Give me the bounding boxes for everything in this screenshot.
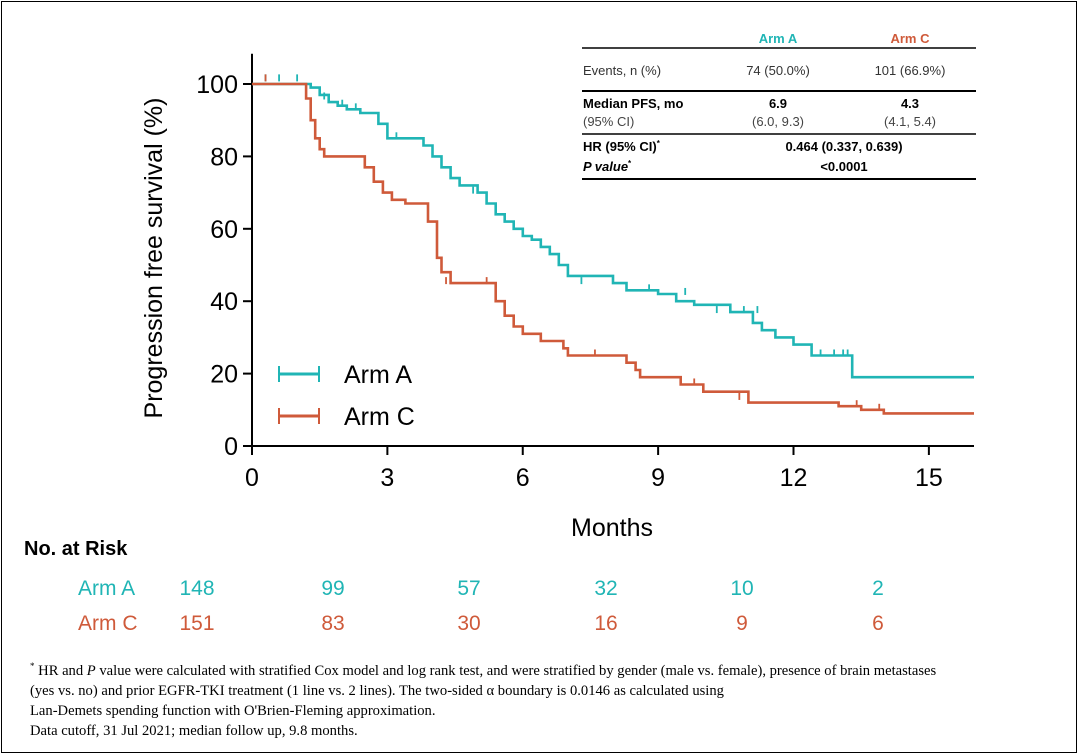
footnote-line-1-b: value were calculated with stratified Co… — [95, 662, 937, 679]
x-tick-label: 6 — [516, 464, 530, 492]
table-row-median-arm-a: 6.9 — [769, 96, 787, 111]
y-tick-label: 80 — [210, 143, 238, 171]
footnote-line-3: Lan-Demets spending function with O'Brie… — [30, 702, 436, 719]
x-tick-label: 12 — [780, 464, 808, 492]
risk-value-arm-a: 99 — [321, 577, 345, 600]
y-tick-label: 20 — [210, 361, 238, 389]
risk-value-arm-a: 148 — [179, 577, 215, 600]
y-tick-label: 40 — [210, 288, 238, 316]
footnote-line-4: Data cutoff, 31 Jul 2021; median follow … — [30, 722, 358, 739]
table-row-median-ci-arm-a: (6.0, 9.3) — [752, 114, 804, 129]
legend: Arm A Arm C — [278, 361, 415, 431]
km-curve-arm-a — [252, 82, 974, 379]
x-tick-label: 0 — [245, 464, 259, 492]
table-header-arm-c: Arm C — [890, 31, 930, 46]
table-row-p-text: P value — [583, 159, 628, 174]
legend-label-arm-c: Arm C — [344, 403, 415, 431]
x-tick-label: 3 — [380, 464, 394, 492]
footnote-p: P — [86, 662, 96, 679]
footnote-line-1: * HR and P value were calculated with st… — [30, 656, 1060, 681]
footnote-line-1-a: HR and — [34, 662, 87, 679]
y-tick-label: 60 — [210, 216, 238, 244]
risk-value-arm-a: 10 — [730, 577, 754, 600]
legend-item-arm-c: Arm C — [278, 403, 415, 431]
x-tick-label: 15 — [915, 464, 943, 492]
legend-label-arm-a: Arm A — [344, 361, 412, 389]
risk-value-arm-a: 32 — [594, 577, 618, 600]
risk-row-label-arm-c: Arm C — [78, 612, 138, 635]
table-row-median-sublabel: (95% CI) — [583, 114, 634, 129]
x-axis-label: Months — [571, 514, 653, 542]
table-row-hr-asterisk: * — [657, 139, 661, 148]
footnote-line-2: (yes vs. no) and prior EGFR-TKI treatmen… — [30, 682, 724, 699]
risk-value-arm-c: 151 — [179, 612, 215, 635]
table-row-p-asterisk: * — [628, 159, 632, 168]
summary-table: Arm A Arm C Events, n (%) 74 (50.0%) 101… — [582, 31, 976, 180]
risk-value-arm-a: 57 — [457, 577, 481, 600]
km-curves — [252, 74, 974, 415]
y-axis-label: Progression free survival (%) — [140, 98, 168, 419]
risk-value-arm-c: 16 — [594, 612, 618, 635]
legend-item-arm-a: Arm A — [278, 361, 412, 389]
x-tick-label: 9 — [651, 464, 665, 492]
table-row-events-arm-a: 74 (50.0%) — [746, 63, 810, 78]
table-row-events-arm-c: 101 (66.9%) — [875, 63, 946, 78]
risk-value-arm-c: 6 — [872, 612, 884, 635]
table-row-p-value: <0.0001 — [820, 159, 867, 174]
risk-value-arm-c: 30 — [457, 612, 481, 635]
table-row-events-label: Events, n (%) — [583, 63, 661, 78]
table-header-arm-a: Arm A — [759, 31, 798, 46]
table-row-median-label: Median PFS, mo — [583, 96, 683, 111]
y-tick-label: 0 — [224, 433, 238, 461]
table-row-hr-text: HR (95% CI) — [583, 139, 657, 154]
km-curve-arm-c — [252, 82, 974, 415]
table-row-median-ci-arm-c: (4.1, 5.4) — [884, 114, 936, 129]
table-row-p-label: P value* — [583, 159, 632, 174]
risk-value-arm-a: 2 — [872, 577, 884, 600]
axes: 0 20 40 60 80 100 0 3 6 9 12 15 — [196, 53, 974, 492]
risk-value-arm-c: 9 — [736, 612, 748, 635]
footnote-asterisk: * — [30, 661, 35, 671]
footnote: * HR and P value were calculated with st… — [30, 656, 1060, 741]
y-tick-label: 100 — [196, 71, 238, 99]
table-row-hr-label: HR (95% CI)* — [583, 139, 661, 154]
risk-value-arm-c: 83 — [321, 612, 345, 635]
risk-table-title: No. at Risk — [24, 538, 128, 560]
risk-row-label-arm-a: Arm A — [78, 577, 136, 600]
km-chart: 0 20 40 60 80 100 0 3 6 9 12 15 Progression free su… — [140, 31, 976, 542]
table-row-median-arm-c: 4.3 — [901, 96, 919, 111]
table-row-hr-value: 0.464 (0.337, 0.639) — [785, 139, 902, 154]
